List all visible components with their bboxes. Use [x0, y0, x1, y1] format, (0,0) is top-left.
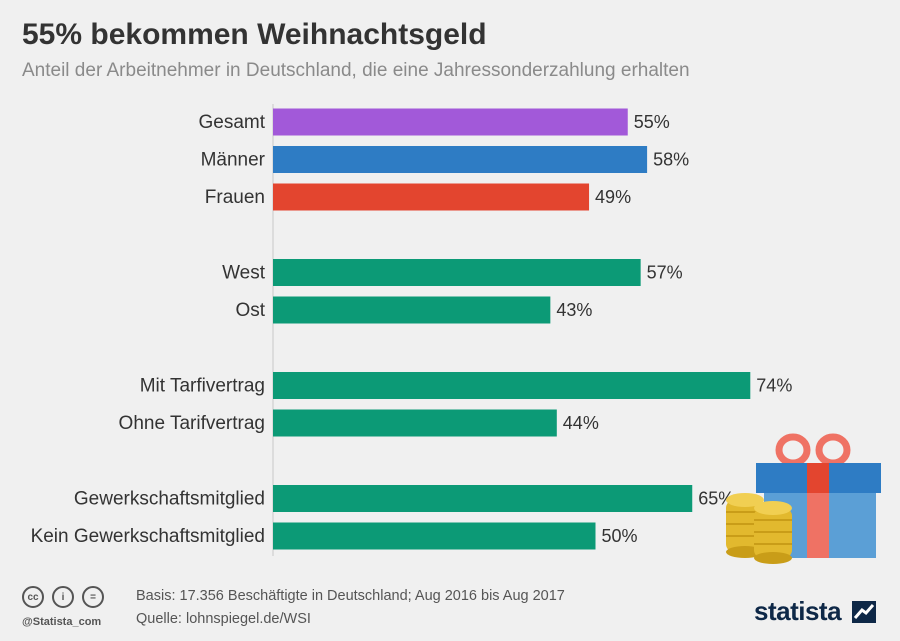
category-label: Ohne Tarifvertrag [119, 413, 265, 434]
value-label: 65% [698, 489, 734, 509]
statista-logo-text[interactable]: statista [754, 596, 842, 626]
source-note: Quelle: lohnspiegel.de/WSI [136, 611, 311, 627]
category-label: Kein Gewerkschaftsmitglied [31, 526, 265, 547]
bar [273, 409, 557, 437]
value-label: 57% [647, 263, 683, 283]
value-label: 74% [756, 376, 792, 396]
value-label: 58% [653, 150, 689, 170]
coin-stack-icon [726, 493, 792, 564]
bar-chart: Gesamt 55% Männer 58% Frauen 49% West 57% Ost 43%… [31, 104, 792, 556]
category-label: Männer [201, 150, 266, 171]
category-label: West [222, 263, 266, 284]
chart-title: 55% bekommen Weihnachtsgeld [22, 18, 487, 51]
bar [273, 183, 590, 211]
bar [273, 108, 628, 136]
gift-box-icon [726, 433, 881, 564]
chart-subtitle: Anteil der Arbeitnehmer in Deutschland, … [22, 60, 690, 81]
cc-icon: cc [22, 586, 44, 608]
statista-logo-icon [852, 601, 876, 623]
category-label: Ost [235, 300, 265, 321]
category-label: Mit Tarfivertrag [140, 376, 265, 397]
nd-icon: = [82, 586, 104, 608]
by-icon: i [52, 586, 74, 608]
bar [273, 522, 596, 550]
category-label: Frauen [205, 187, 265, 208]
bar [273, 296, 551, 324]
license-icons: cc i = [22, 586, 104, 608]
statista-handle[interactable]: @Statista_com [22, 616, 102, 628]
bar [273, 372, 751, 399]
value-label: 49% [595, 187, 631, 207]
value-label: 55% [634, 112, 670, 132]
bar [273, 259, 641, 286]
value-label: 50% [602, 526, 638, 546]
basis-note: Basis: 17.356 Beschäftigte in Deutschlan… [136, 588, 565, 604]
category-label: Gewerkschaftsmitglied [74, 489, 265, 510]
bar [273, 485, 693, 512]
category-label: Gesamt [198, 112, 265, 133]
value-label: 44% [563, 413, 599, 433]
value-label: 43% [556, 300, 592, 320]
bar [273, 146, 648, 173]
